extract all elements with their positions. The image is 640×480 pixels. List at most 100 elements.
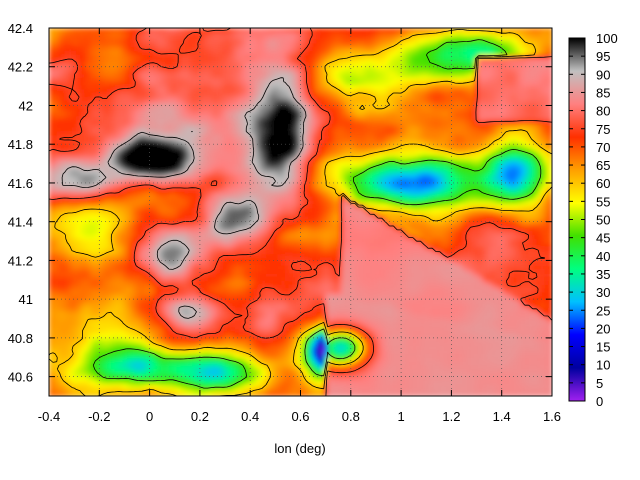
heat-cell [416, 58, 422, 64]
heat-cell [389, 77, 394, 83]
heat-cell [207, 108, 213, 113]
heat-cell [296, 43, 302, 48]
heat-cell [443, 116, 449, 121]
heat-cell [230, 35, 236, 41]
heat-cell [339, 116, 344, 121]
heat-cell [339, 135, 344, 140]
heat-cell [548, 31, 552, 37]
heat-cell [192, 162, 197, 167]
heat-cell [432, 77, 437, 83]
heat-cell [536, 39, 541, 44]
heat-cell [532, 35, 538, 41]
heat-cell [126, 97, 131, 102]
heat-cell [285, 131, 290, 136]
heat-cell [87, 58, 93, 64]
heat-cell [497, 116, 503, 121]
heat-cell [401, 28, 406, 33]
heat-cell [269, 85, 275, 90]
heat-cell [219, 74, 224, 79]
heat-cell [335, 146, 340, 152]
heat-cell [176, 39, 182, 44]
heat-cell [354, 97, 360, 102]
heat-cell [339, 127, 344, 133]
heat-cell [478, 58, 483, 64]
heat-cell [459, 135, 464, 140]
heat-cell [269, 74, 275, 79]
heat-cell [544, 162, 549, 167]
heat-cell [490, 169, 495, 175]
heat-cell [118, 108, 124, 113]
heat-cell [509, 120, 514, 125]
heat-cell [238, 39, 244, 44]
heat-cell [107, 112, 112, 117]
heat-cell [416, 100, 422, 106]
heat-cell [312, 81, 317, 87]
heat-cell [126, 146, 131, 152]
heat-cell [435, 31, 441, 37]
heat-cell [165, 123, 170, 129]
heat-cell [385, 127, 391, 133]
heat-cell [486, 58, 491, 64]
heat-cell [300, 120, 305, 125]
heat-cell [505, 116, 511, 121]
heat-cell [165, 146, 170, 152]
heat-cell [366, 66, 371, 71]
heat-cell [548, 58, 552, 64]
heat-cell [292, 100, 298, 106]
heat-cell [346, 158, 352, 163]
heat-cell [300, 35, 305, 41]
heat-cell [211, 70, 216, 75]
heat-cell [389, 43, 394, 48]
heat-cell [149, 169, 155, 175]
heat-cell [130, 81, 135, 87]
heat-cell [172, 143, 178, 148]
heat-cell [126, 58, 131, 64]
heat-cell [118, 66, 124, 71]
heat-cell [168, 97, 174, 102]
heat-cell [513, 116, 518, 121]
heat-cell [532, 81, 538, 87]
heat-cell [381, 150, 387, 156]
heat-cell [192, 47, 197, 52]
heat-cell [304, 104, 309, 110]
heat-cell [180, 74, 186, 79]
heat-cell [343, 143, 348, 148]
heat-cell [145, 150, 151, 156]
heat-cell [540, 77, 545, 83]
heat-cell [343, 39, 348, 44]
heat-cell [277, 143, 282, 148]
heat-cell [323, 131, 329, 136]
heat-cell [470, 120, 476, 125]
heat-cell [234, 146, 240, 152]
heat-cell [254, 139, 259, 144]
heat-cell [79, 70, 85, 75]
heat-cell [350, 62, 356, 67]
heat-cell [439, 116, 445, 121]
heat-cell [343, 47, 348, 52]
heat-cell [443, 62, 449, 67]
heat-cell [192, 131, 197, 136]
heat-cell [64, 131, 69, 136]
heat-cell [339, 58, 344, 64]
heat-cell [420, 62, 425, 67]
heat-cell [493, 100, 499, 106]
heat-cell [358, 66, 364, 71]
heat-cell [509, 54, 514, 60]
heat-cell [478, 154, 483, 159]
heat-cell [420, 154, 425, 159]
heat-cell [292, 39, 298, 44]
heat-cell [505, 139, 511, 144]
heat-cell [397, 85, 402, 90]
heat-cell [443, 77, 449, 83]
heat-cell [358, 123, 364, 129]
heat-cell [184, 28, 189, 33]
heat-cell [223, 123, 228, 129]
heat-cell [381, 43, 387, 48]
heat-cell [288, 31, 294, 37]
heat-cell [211, 31, 216, 37]
heat-cell [281, 70, 286, 75]
heat-cell [196, 143, 201, 148]
heat-cell [176, 28, 182, 33]
heat-cell [420, 116, 425, 121]
heat-cell [199, 97, 205, 102]
